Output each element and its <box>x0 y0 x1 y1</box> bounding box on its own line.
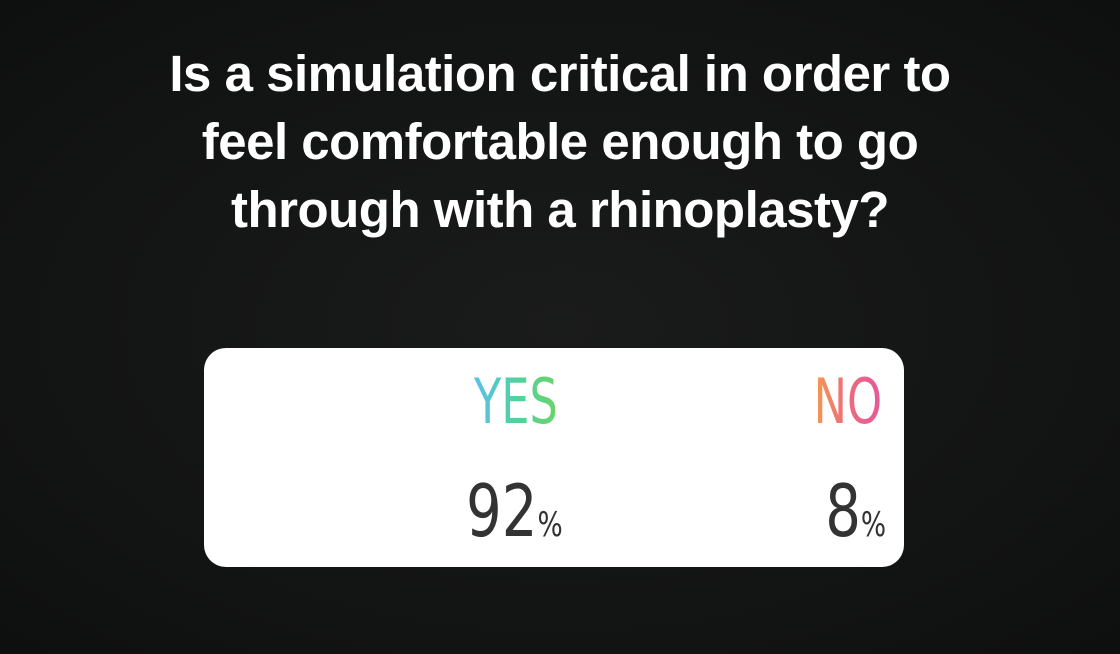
poll: YES 92% NO 8% <box>204 348 904 567</box>
poll-option: YES 92% <box>204 348 844 567</box>
question-line: feel comfortable enough to go <box>201 113 919 170</box>
percent-unit: % <box>860 505 886 545</box>
question-line: through with a rhinoplasty? <box>231 181 889 238</box>
option-percent: 92% <box>466 466 563 567</box>
option-label: NO <box>813 362 882 442</box>
poll-option: NO 8% <box>604 348 904 567</box>
question: Is a simulation critical in order to feel… <box>0 40 1120 244</box>
option-label: YES <box>474 362 558 442</box>
option-percent: 8% <box>825 466 886 567</box>
percent-unit: % <box>537 505 563 545</box>
question-line: Is a simulation critical in order to <box>169 45 951 102</box>
percent-number: 92 <box>466 469 538 553</box>
percent-number: 8 <box>825 469 861 553</box>
